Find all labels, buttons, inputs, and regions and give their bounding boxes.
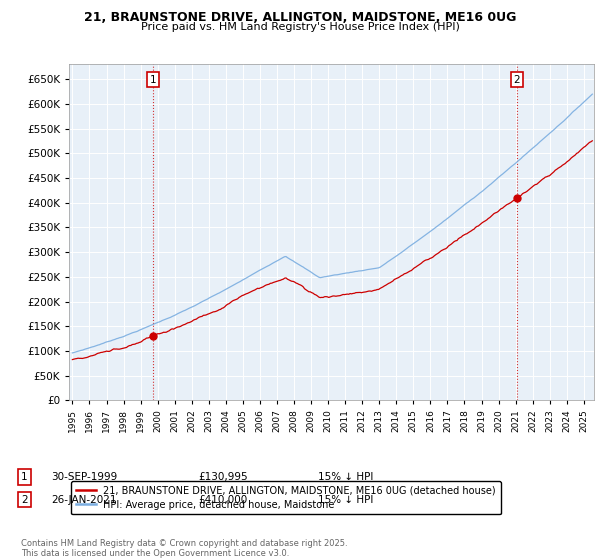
Text: £410,000: £410,000 [198, 494, 247, 505]
Legend: 21, BRAUNSTONE DRIVE, ALLINGTON, MAIDSTONE, ME16 0UG (detached house), HPI: Aver: 21, BRAUNSTONE DRIVE, ALLINGTON, MAIDSTO… [71, 481, 501, 515]
Text: Price paid vs. HM Land Registry's House Price Index (HPI): Price paid vs. HM Land Registry's House … [140, 22, 460, 32]
Text: 15% ↓ HPI: 15% ↓ HPI [318, 494, 373, 505]
Text: 2: 2 [21, 494, 28, 505]
Text: 1: 1 [150, 74, 157, 85]
Text: £130,995: £130,995 [198, 472, 248, 482]
Text: 2: 2 [514, 74, 520, 85]
Text: 15% ↓ HPI: 15% ↓ HPI [318, 472, 373, 482]
Text: 1: 1 [21, 472, 28, 482]
Text: Contains HM Land Registry data © Crown copyright and database right 2025.
This d: Contains HM Land Registry data © Crown c… [21, 539, 347, 558]
Text: 30-SEP-1999: 30-SEP-1999 [51, 472, 117, 482]
Text: 21, BRAUNSTONE DRIVE, ALLINGTON, MAIDSTONE, ME16 0UG: 21, BRAUNSTONE DRIVE, ALLINGTON, MAIDSTO… [84, 11, 516, 24]
Text: 26-JAN-2021: 26-JAN-2021 [51, 494, 116, 505]
